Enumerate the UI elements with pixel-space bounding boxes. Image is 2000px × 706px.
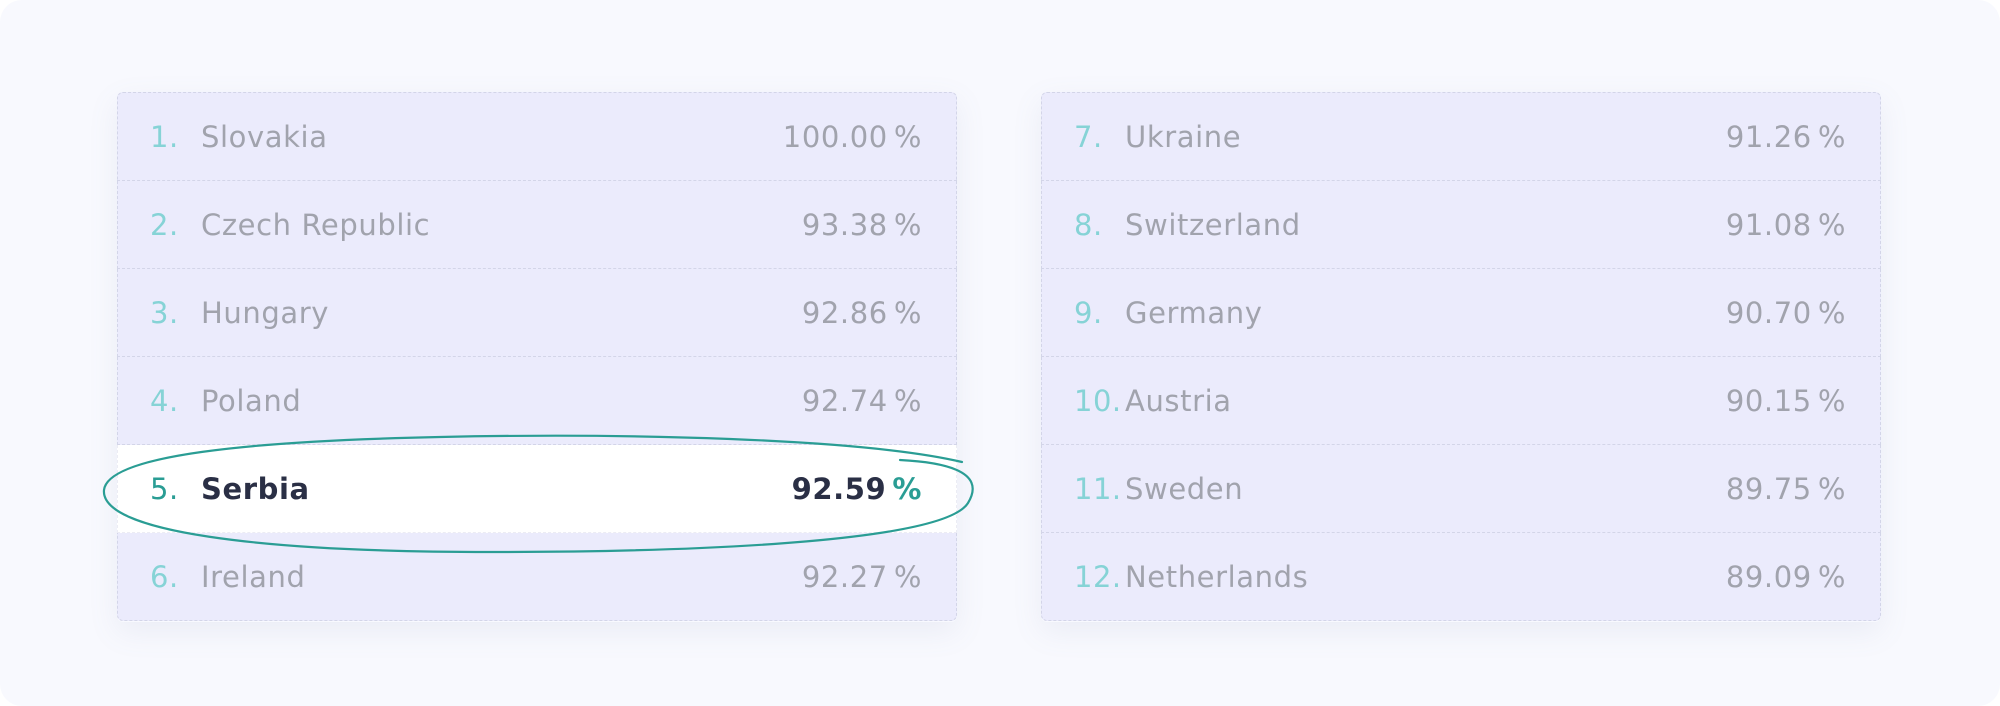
ranking-row: 10. Austria 90.15% [1041,357,1881,445]
rank-number: 1. [150,120,179,154]
rank-number: 2. [150,208,179,242]
ranking-row: 11. Sweden 89.75% [1041,445,1881,533]
score-number: 100.00 [782,120,888,154]
country-name: Serbia [201,472,310,506]
percent-sign: % [1817,384,1846,418]
score-number: 93.38 [801,208,888,242]
country-name: Poland [201,384,302,418]
percent-sign: % [1817,120,1846,154]
rank-number: 9. [1074,296,1103,330]
score-value: 90.70% [1726,269,1846,357]
score-value: 93.38% [802,181,922,269]
rank-number: 11. [1074,472,1122,506]
country-name: Netherlands [1125,560,1309,594]
percent-sign: % [1817,296,1846,330]
ranking-row: 6. Ireland 92.27% [117,533,957,621]
score-value: 92.27% [802,533,922,621]
score-number: 90.70 [1725,296,1812,330]
rank-number: 6. [150,560,179,594]
ranking-row: 2. Czech Republic 93.38% [117,181,957,269]
country-name: Ukraine [1125,120,1242,154]
score-number: 92.27 [801,560,888,594]
ranking-row: 3. Hungary 92.86% [117,269,957,357]
rank-number: 5. [150,472,179,506]
country-name: Slovakia [201,120,328,154]
percent-sign: % [893,208,922,242]
ranking-row-highlighted: 5. Serbia 92.59% [117,445,957,533]
score-value: 90.15% [1726,357,1846,445]
rank-number: 3. [150,296,179,330]
rank-number: 10. [1074,384,1122,418]
score-value: 92.59% [792,445,922,533]
score-value: 92.86% [802,269,922,357]
score-number: 92.74 [801,384,888,418]
ranking-row: 8. Switzerland 91.08% [1041,181,1881,269]
country-name: Czech Republic [201,208,431,242]
percent-sign: % [893,384,922,418]
score-value: 89.09% [1726,533,1846,621]
country-name: Sweden [1125,472,1244,506]
ranking-table-right: 7. Ukraine 91.26% 8. Switzerland 91.08% … [1041,92,1881,622]
percent-sign: % [893,560,922,594]
score-number: 90.15 [1725,384,1812,418]
ranking-row: 1. Slovakia 100.00% [117,92,957,181]
score-value: 92.74% [802,357,922,445]
ranking-row: 4. Poland 92.74% [117,357,957,445]
country-name: Austria [1125,384,1232,418]
score-value: 100.00% [783,93,922,181]
score-value: 89.75% [1726,445,1846,533]
score-value: 91.26% [1726,93,1846,181]
percent-sign: % [893,120,922,154]
score-number: 92.59 [791,472,887,506]
country-name: Germany [1125,296,1263,330]
score-number: 91.26 [1725,120,1812,154]
rank-number: 7. [1074,120,1103,154]
country-name: Ireland [201,560,306,594]
percent-sign: % [1817,560,1846,594]
percent-sign: % [893,296,922,330]
ranking-row: 7. Ukraine 91.26% [1041,92,1881,181]
rank-number: 8. [1074,208,1103,242]
percent-sign: % [1817,208,1846,242]
rank-number: 4. [150,384,179,418]
score-number: 92.86 [801,296,888,330]
score-number: 89.75 [1725,472,1812,506]
score-number: 89.09 [1725,560,1812,594]
country-name: Hungary [201,296,330,330]
ranking-row: 9. Germany 90.70% [1041,269,1881,357]
ranking-row: 12. Netherlands 89.09% [1041,533,1881,621]
score-value: 91.08% [1726,181,1846,269]
score-number: 91.08 [1725,208,1812,242]
ranking-table-left: 1. Slovakia 100.00% 2. Czech Republic 93… [117,92,957,622]
percent-sign: % [1817,472,1846,506]
percent-sign: % [892,472,922,506]
rank-number: 12. [1074,560,1122,594]
country-name: Switzerland [1125,208,1301,242]
